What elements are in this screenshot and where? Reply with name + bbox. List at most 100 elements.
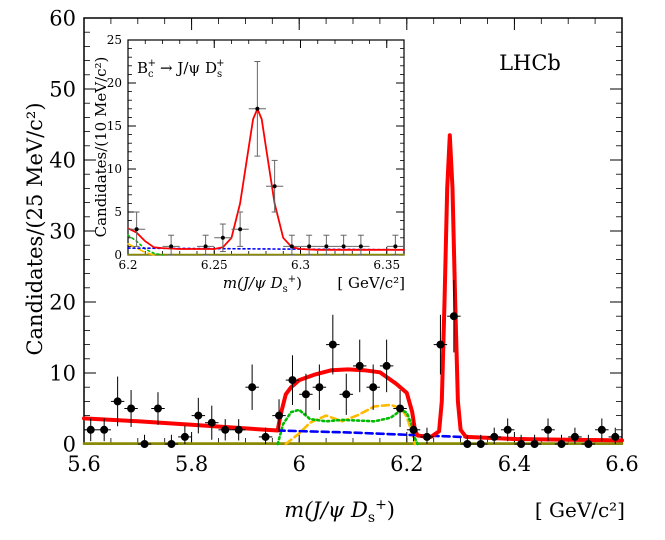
main-y-axis-label: Candidates/(25 MeV/c²) bbox=[23, 102, 47, 355]
x-tick-label: 6.2 bbox=[118, 258, 137, 272]
data-point bbox=[231, 419, 246, 441]
main-data-points bbox=[84, 279, 622, 448]
data-point bbox=[568, 427, 582, 444]
data-point-marker bbox=[100, 425, 109, 434]
y-tick-label: 30 bbox=[49, 219, 76, 243]
data-point bbox=[231, 211, 249, 247]
inset-x-axis-unit: [ GeV/c²] bbox=[337, 274, 405, 292]
data-point-marker bbox=[503, 425, 512, 434]
data-point-marker bbox=[544, 425, 553, 434]
data-point-marker bbox=[315, 383, 324, 392]
data-point bbox=[608, 427, 622, 444]
data-point-marker bbox=[221, 425, 230, 434]
inset-x-tick-labels: 6.2 6.25 6.3 6.35 bbox=[118, 258, 400, 272]
data-point bbox=[433, 314, 448, 375]
data-point-marker bbox=[358, 244, 363, 249]
data-point bbox=[245, 364, 259, 410]
data-point bbox=[420, 427, 434, 444]
data-point-marker bbox=[517, 440, 526, 448]
y-tick-label: 10 bbox=[107, 162, 122, 176]
data-point bbox=[258, 427, 273, 444]
inset-decay-legend: Bc+ → J/ψ Ds+ bbox=[137, 58, 225, 80]
data-point bbox=[197, 234, 215, 256]
data-point-marker bbox=[557, 440, 566, 448]
data-point-marker bbox=[207, 418, 216, 427]
y-tick-label: 60 bbox=[49, 6, 76, 30]
main-x-axis-unit: [ GeV/c²] bbox=[535, 498, 625, 522]
data-point bbox=[283, 234, 301, 256]
data-point bbox=[554, 434, 569, 448]
data-point-marker bbox=[169, 244, 174, 249]
data-point bbox=[581, 434, 596, 448]
data-point-marker bbox=[289, 244, 294, 249]
curve-partially-reconstructed-yellow bbox=[284, 403, 417, 446]
curve-partially-reconstructed-green bbox=[127, 234, 164, 256]
x-tick-label: 6.3 bbox=[291, 258, 310, 272]
y-tick-label: 25 bbox=[107, 33, 122, 47]
decay-legend-parent-sub: c bbox=[148, 69, 154, 80]
data-point bbox=[487, 427, 501, 444]
data-point bbox=[595, 418, 609, 442]
y-tick-label: 40 bbox=[49, 148, 76, 172]
y-tick-label: 50 bbox=[49, 77, 76, 101]
data-point bbox=[97, 418, 111, 442]
data-point-marker bbox=[220, 235, 225, 240]
inset-x-axis-label-main: m(J/ψ D bbox=[223, 274, 283, 292]
data-point-marker bbox=[113, 397, 122, 406]
curve-total-fit bbox=[127, 107, 405, 251]
main-axis-ticks bbox=[83, 17, 623, 445]
data-point bbox=[339, 373, 353, 415]
data-point-marker bbox=[584, 440, 593, 448]
main-x-axis-label-main: m(J/ψ D bbox=[284, 498, 368, 522]
main-x-axis-label-sub: s bbox=[368, 510, 375, 526]
data-point-marker bbox=[449, 312, 458, 321]
decay-legend-daughter-sup: + bbox=[216, 58, 224, 69]
data-point bbox=[285, 355, 300, 405]
x-tick-label: 6.25 bbox=[201, 258, 228, 272]
curve-partially-reconstructed-yellow bbox=[127, 243, 155, 256]
curve-partially-reconstructed-green bbox=[276, 408, 419, 446]
decay-legend-parent-sup: + bbox=[148, 58, 156, 69]
data-point bbox=[128, 211, 146, 247]
main-x-axis-label-sup: + bbox=[375, 497, 387, 513]
decay-legend-arrow: → J/ψ D bbox=[160, 59, 217, 77]
y-tick-label: 0 bbox=[63, 432, 76, 456]
data-point bbox=[110, 376, 125, 427]
decay-legend-daughter-sub: s bbox=[217, 69, 222, 80]
data-point-marker bbox=[396, 404, 405, 413]
data-point-marker bbox=[275, 411, 284, 420]
data-point-marker bbox=[597, 425, 606, 434]
data-point-marker bbox=[369, 383, 378, 392]
data-point-marker bbox=[611, 432, 620, 441]
data-point-marker bbox=[476, 440, 485, 448]
data-point bbox=[366, 364, 380, 410]
data-point bbox=[214, 223, 232, 253]
data-point-marker bbox=[203, 244, 208, 249]
data-point-marker bbox=[530, 440, 539, 448]
main-y-tick-labels: 0 10 20 30 40 50 60 bbox=[49, 6, 76, 456]
data-point-marker bbox=[570, 432, 579, 441]
data-point bbox=[352, 234, 370, 256]
main-x-axis-label: m(J/ψ Ds+) bbox=[284, 497, 395, 526]
data-point bbox=[162, 234, 180, 256]
inset-x-axis-label-sup: + bbox=[288, 274, 296, 285]
data-point bbox=[300, 234, 318, 256]
data-point bbox=[379, 339, 394, 393]
decay-legend-parent: B bbox=[137, 59, 148, 77]
x-tick-label: 6.4 bbox=[498, 452, 531, 476]
data-point-marker bbox=[355, 361, 364, 370]
y-tick-label: 20 bbox=[49, 290, 76, 314]
inset-y-axis-label: Candidates/(10 MeV/c²) bbox=[92, 57, 110, 238]
x-tick-label: 6.2 bbox=[390, 452, 423, 476]
data-point bbox=[353, 339, 367, 393]
data-point bbox=[151, 392, 165, 425]
data-point bbox=[474, 434, 488, 448]
data-point-marker bbox=[261, 432, 270, 441]
data-point-marker bbox=[301, 390, 310, 399]
data-point-marker bbox=[341, 244, 346, 249]
main-x-axis-label-close: ) bbox=[387, 498, 395, 522]
data-point-marker bbox=[324, 244, 329, 249]
y-tick-label: 0 bbox=[114, 248, 122, 262]
